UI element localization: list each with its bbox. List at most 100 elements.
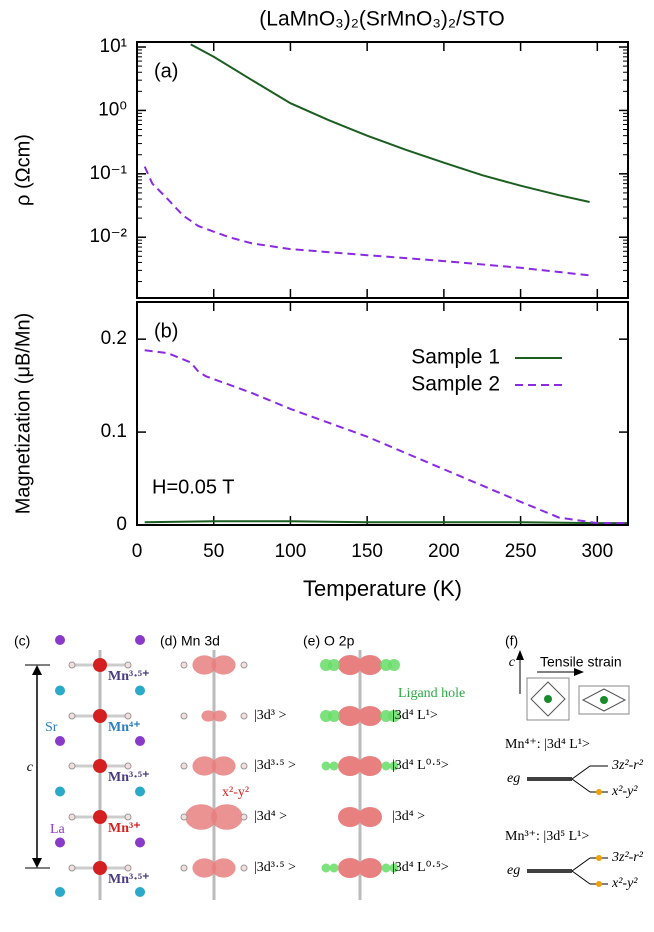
mn-atom: [93, 810, 107, 824]
level-label: x²-y²: [611, 784, 638, 799]
panel-label: (e) O 2p: [303, 633, 355, 649]
orbital: [192, 756, 217, 776]
orbital: [338, 655, 362, 675]
a-site: [55, 685, 65, 696]
orbital: [358, 807, 382, 827]
o-atom: [180, 813, 188, 821]
plot-frame: [136, 41, 629, 299]
ion-label: Mn³·⁵⁺: [108, 872, 149, 887]
o-atom: [124, 661, 132, 669]
o-atom: [68, 762, 76, 770]
x-tick-label: 100: [275, 541, 307, 562]
y-tick-label: 0: [116, 514, 127, 535]
orbital: [211, 858, 236, 878]
la-label: La: [50, 822, 66, 837]
o-atom: [68, 712, 76, 720]
ligand-orbital: [389, 761, 399, 771]
arrow-head: [516, 650, 524, 660]
ligand-orbital: [381, 761, 391, 771]
x-tick-label: 250: [505, 541, 537, 562]
mn-atom: [93, 658, 107, 672]
orbital: [210, 804, 243, 830]
octahedron: [581, 688, 627, 712]
a-site: [55, 635, 65, 645]
a-site: [55, 887, 65, 897]
config-label: |3d³·⁵ >: [254, 860, 296, 875]
o-atom: [180, 762, 188, 770]
ion-label: Mn³⁺: [108, 821, 141, 836]
data-line: [144, 349, 628, 525]
a-site: [135, 887, 145, 897]
panel-label: (c): [14, 633, 30, 649]
mn-dot: [600, 696, 608, 704]
level: [571, 778, 591, 793]
panel-label: (a): [154, 60, 178, 82]
orbital: [338, 756, 362, 776]
mn-atom: [93, 709, 107, 723]
orbital: [192, 655, 217, 675]
orbital-label: x²-y²: [222, 785, 249, 800]
orbital: [192, 858, 217, 878]
electron: [596, 789, 602, 795]
y-tick-label: 0.1: [101, 421, 127, 442]
ligand-orbital: [321, 761, 331, 771]
o-atom: [124, 762, 132, 770]
data-line: [190, 43, 590, 203]
orbital: [212, 710, 227, 722]
o-atom: [240, 661, 248, 669]
ligand-orbital: [388, 710, 400, 722]
o-atom: [124, 712, 132, 720]
config-label: |3d³·⁵ >: [254, 758, 296, 773]
x-tick-label: 200: [428, 541, 460, 562]
axis-label: c: [509, 655, 516, 670]
config-label: |3d⁴ >: [254, 809, 287, 824]
plot-frame: [136, 301, 629, 526]
level-label: 3z²-r²: [611, 850, 644, 865]
y-tick-label: 10⁰: [98, 99, 127, 120]
chart-title: (LaMnO₃)₂(SrMnO₃)₂/STO: [259, 8, 504, 31]
ligand-orbital: [381, 863, 391, 873]
electron: [596, 855, 602, 861]
y-axis-label: Magnetization (μB/Mn): [12, 313, 34, 515]
a-site: [55, 837, 65, 848]
level: [571, 870, 591, 885]
state-label: Mn⁴⁺: |3d⁴ L¹>: [505, 737, 590, 752]
ion-label: Mn³·⁵⁺: [108, 770, 149, 785]
panel-label: (f): [505, 633, 518, 649]
annotation: H=0.05 T: [152, 476, 234, 498]
ligand-orbital: [328, 710, 340, 722]
orbital: [358, 655, 382, 675]
ion-label: Mn⁴⁺: [108, 720, 141, 735]
o-atom: [68, 813, 76, 821]
legend-label: Sample 1: [411, 346, 500, 369]
eg-label: eg: [507, 771, 520, 786]
ligand-orbital: [321, 863, 331, 873]
data-line: [144, 520, 628, 525]
data-line: [143, 166, 590, 277]
o-atom: [68, 864, 76, 872]
axis-label: c: [27, 760, 34, 775]
orbital: [358, 756, 382, 776]
level: [571, 857, 591, 872]
ion-label: Mn³·⁵⁺: [108, 669, 149, 684]
orbital: [185, 804, 218, 830]
level-label: x²-y²: [611, 876, 638, 891]
orbital: [338, 706, 362, 726]
ligand-orbital: [388, 659, 400, 671]
x-tick-label: 50: [203, 541, 224, 562]
cell: [526, 677, 570, 721]
level: [571, 765, 591, 780]
config-label: |3d⁴ L⁰·⁵>: [392, 758, 449, 773]
x-tick-label: 0: [132, 541, 143, 562]
mn-atom: [93, 759, 107, 773]
x-tick-label: 300: [581, 541, 613, 562]
x-axis-label: Temperature (K): [303, 576, 462, 601]
config-label: |3d⁴ >: [392, 809, 425, 824]
o-atom: [68, 661, 76, 669]
o-atom: [124, 813, 132, 821]
orbital: [338, 858, 362, 878]
y-tick-label: 0.2: [101, 328, 127, 349]
config-label: |3d⁴ L¹>: [392, 708, 438, 723]
